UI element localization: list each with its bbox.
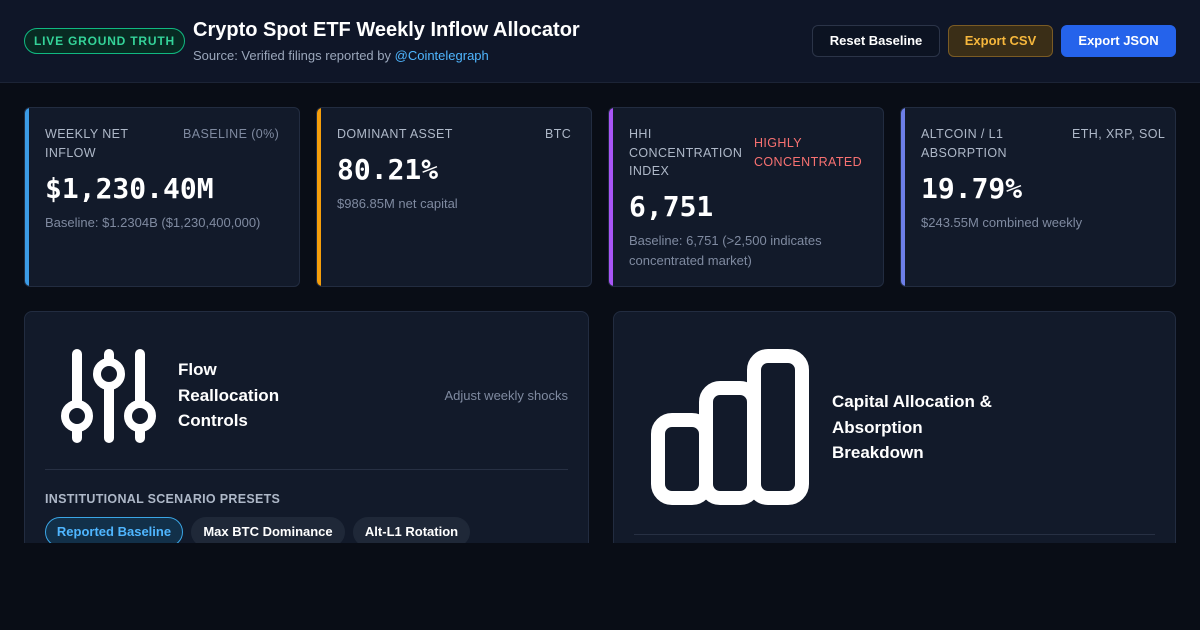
kpi-tag: BASELINE (0%) <box>183 127 280 141</box>
kpi-accent-bar <box>609 108 613 286</box>
panel-divider <box>45 469 568 470</box>
source-prefix: Source: Verified filings reported by <box>193 48 391 63</box>
kpi-subtext: $986.85M net capital <box>337 196 458 211</box>
top-bar: LIVE GROUND TRUTH Crypto Spot ETF Weekly… <box>0 0 1200 83</box>
kpi-card-dominant-asset: DOMINANT ASSET BTC 80.21% $986.85M net c… <box>316 107 592 287</box>
panel-divider <box>634 534 1155 535</box>
page-bottom-fill <box>0 543 1200 630</box>
kpi-value: 80.21% <box>337 153 439 186</box>
kpi-accent-bar <box>25 108 29 286</box>
kpi-label: HHI CONCENTRATION INDEX <box>629 127 743 178</box>
panel-title: Flow Reallocation Controls <box>178 360 280 430</box>
kpi-value: 19.79% <box>921 172 1023 205</box>
presets-section-label: INSTITUTIONAL SCENARIO PRESETS <box>45 492 281 506</box>
kpi-card-weekly-net-inflow: WEEKLY NET INFLOW BASELINE (0%) $1,230.4… <box>24 107 300 287</box>
sliders-icon <box>61 349 156 443</box>
kpi-subtext: Baseline: $1.2304B ($1,230,400,000) <box>45 215 261 230</box>
source-link[interactable]: @Cointelegraph <box>394 48 489 63</box>
kpi-label: DOMINANT ASSET <box>337 127 453 141</box>
reset-baseline-button[interactable]: Reset Baseline <box>812 25 940 57</box>
kpi-value: 6,751 <box>629 190 714 223</box>
kpi-value: $1,230.40M <box>45 172 214 205</box>
kpi-card-altcoin-absorption: ALTCOIN / L1 ABSORPTION ETH, XRP, SOL 19… <box>900 107 1176 287</box>
preset-reported-baseline[interactable]: Reported Baseline <box>45 517 183 547</box>
export-json-button[interactable]: Export JSON <box>1061 25 1176 57</box>
bar-chart-icon <box>651 349 809 505</box>
preset-alt-l1-rotation[interactable]: Alt-L1 Rotation <box>353 517 470 547</box>
kpi-label: WEEKLY NET INFLOW <box>45 127 129 160</box>
live-ground-truth-badge: LIVE GROUND TRUTH <box>24 28 185 54</box>
kpi-label: ALTCOIN / L1 ABSORPTION <box>921 127 1007 160</box>
source-line: Source: Verified filings reported by @Co… <box>193 48 489 63</box>
kpi-accent-bar <box>901 108 905 286</box>
kpi-accent-bar <box>317 108 321 286</box>
kpi-tag: HIGHLY CONCENTRATED <box>754 136 863 169</box>
kpi-tag: ETH, XRP, SOL <box>1072 127 1166 141</box>
kpi-card-hhi-concentration: HHI CONCENTRATION INDEX HIGHLY CONCENTRA… <box>608 107 884 287</box>
kpi-subtext: Baseline: 6,751 (>2,500 indicates concen… <box>629 233 822 268</box>
flow-reallocation-panel: Flow Reallocation Controls Adjust weekly… <box>24 311 589 571</box>
capital-allocation-panel: Capital Allocation & Absorption Breakdow… <box>613 311 1176 571</box>
kpi-subtext: $243.55M combined weekly <box>921 215 1083 230</box>
panel-hint: Adjust weekly shocks <box>444 388 568 403</box>
panel-title: Capital Allocation & Absorption Breakdow… <box>832 392 992 462</box>
export-csv-button[interactable]: Export CSV <box>948 25 1053 57</box>
app-title: Crypto Spot ETF Weekly Inflow Allocator <box>193 19 580 41</box>
kpi-tag: BTC <box>545 127 572 141</box>
